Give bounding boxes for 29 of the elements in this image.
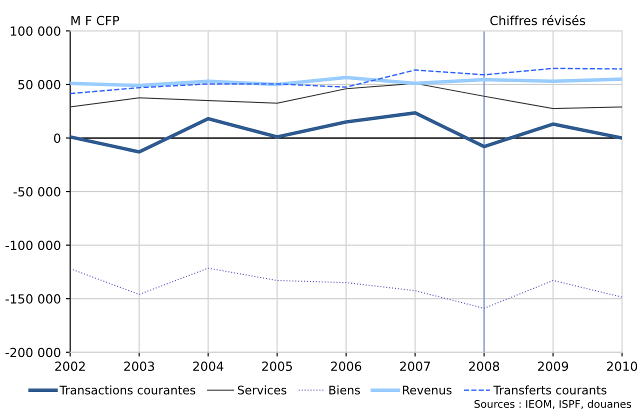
line-series: [70, 111, 622, 154]
y-tick-label: -100 000: [6, 240, 60, 250]
x-tick-label: 2007: [400, 362, 430, 371]
y-tick-label: -150 000: [6, 294, 60, 304]
legend-label: Revenus: [402, 386, 452, 395]
source-note: Sources : IEOM, ISPF, douanes: [474, 400, 632, 409]
x-tick-label: 2006: [331, 362, 362, 371]
y-tick-label: 50 000: [18, 80, 60, 90]
line-series: [70, 268, 622, 309]
legend-label: Transactions courantes: [60, 385, 196, 395]
legend-label: Biens: [329, 385, 360, 395]
line-series: [70, 82, 622, 110]
x-tick-label: 2002: [55, 362, 85, 371]
x-tick-label: 2003: [124, 362, 154, 371]
y-tick-label: 100 000: [10, 26, 60, 36]
ref-line-label: Chiffres révisés: [490, 15, 586, 26]
x-tick-label: 2004: [193, 362, 224, 371]
legend-label: Transferts courants: [493, 385, 606, 395]
x-tick-label: 2008: [469, 362, 500, 371]
x-tick-label: 2005: [262, 362, 292, 371]
x-tick-label: 2009: [538, 362, 568, 371]
legend-label: Services: [238, 385, 286, 395]
y-tick-label: -50 000: [14, 187, 60, 197]
line-series: [70, 76, 622, 88]
y-tick-label: -200 000: [6, 348, 60, 358]
y-tick-label: 0: [54, 133, 60, 143]
line-series: [70, 68, 622, 94]
y-axis-title: M F CFP: [71, 16, 120, 26]
x-tick-label: 2010: [607, 362, 638, 371]
